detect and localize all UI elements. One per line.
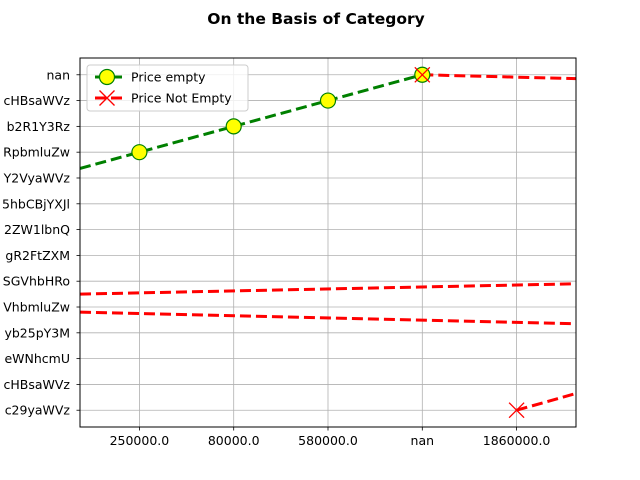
y-tick-label: gR2FtZXM [5, 248, 70, 263]
legend-box [86, 64, 249, 112]
y-axis: c29yaWVz cHBsaWVz eWNhcmU yb25pY3M VhbmluZw S… [2, 67, 80, 418]
y-tick-label: cHBsaWVz [4, 93, 71, 108]
grid-lines [80, 58, 576, 427]
y-tick-label: Y2VyaWVz [3, 170, 71, 185]
y-tick-label: eWNhcmU [4, 351, 70, 366]
x-axis: 250000.0 80000.0 580000.0 nan 1860000.0 [110, 427, 551, 448]
series-segment-price-not-empty [79, 310, 577, 326]
legend-marker-price-not-empty-stroke-b [99, 90, 115, 106]
x-tick-label: 80000.0 [208, 433, 260, 448]
y-tick-label: yb25pY3M [4, 325, 70, 340]
series-line-price-empty [79, 73, 423, 170]
data-point-price-empty [319, 92, 337, 109]
y-tick-label: VhbmluZw [3, 300, 70, 315]
data-point-price-not-empty-stroke-b [414, 66, 431, 83]
legend-marker-price-not-empty [99, 90, 115, 106]
x-tick-label: 580000.0 [298, 433, 358, 448]
y-tick-label: SGVhbHRo [3, 274, 70, 289]
y-tick-label: RpbmluZw [3, 145, 70, 160]
y-tick-label: b2R1Y3Rz [7, 119, 71, 134]
series-segment-price-not-empty [79, 282, 577, 296]
y-tick-label: c29yaWVz [5, 403, 71, 418]
x-tick-label: 250000.0 [110, 433, 170, 448]
data-point-price-not-empty [508, 402, 525, 419]
data-point-price-empty [225, 118, 242, 135]
y-tick-label: nan [46, 67, 70, 82]
data-point-price-not-empty-stroke-b [508, 402, 525, 419]
x-tick-label: nan [411, 433, 435, 448]
legend-marker-price-empty [98, 68, 116, 86]
data-point-price-empty [131, 144, 148, 161]
legend-label-price-not-empty: Price Not Empty [131, 91, 232, 106]
series-layer [79, 66, 577, 419]
legend-label-price-empty: Price empty [131, 70, 206, 85]
y-tick-label: 2ZW1lbnQ [4, 222, 70, 237]
x-tick-label: 1860000.0 [483, 433, 551, 448]
series-segment-price-not-empty [422, 73, 577, 81]
y-tick-label: 5hbCBjYXJl [2, 196, 70, 211]
chart-title: On the Basis of Category [207, 10, 424, 28]
data-point-price-not-empty [414, 66, 431, 83]
series-segment-price-not-empty [516, 392, 577, 412]
y-tick-label: cHBsaWVz [4, 377, 71, 392]
legend: Price empty Price Not Empty [86, 64, 249, 112]
